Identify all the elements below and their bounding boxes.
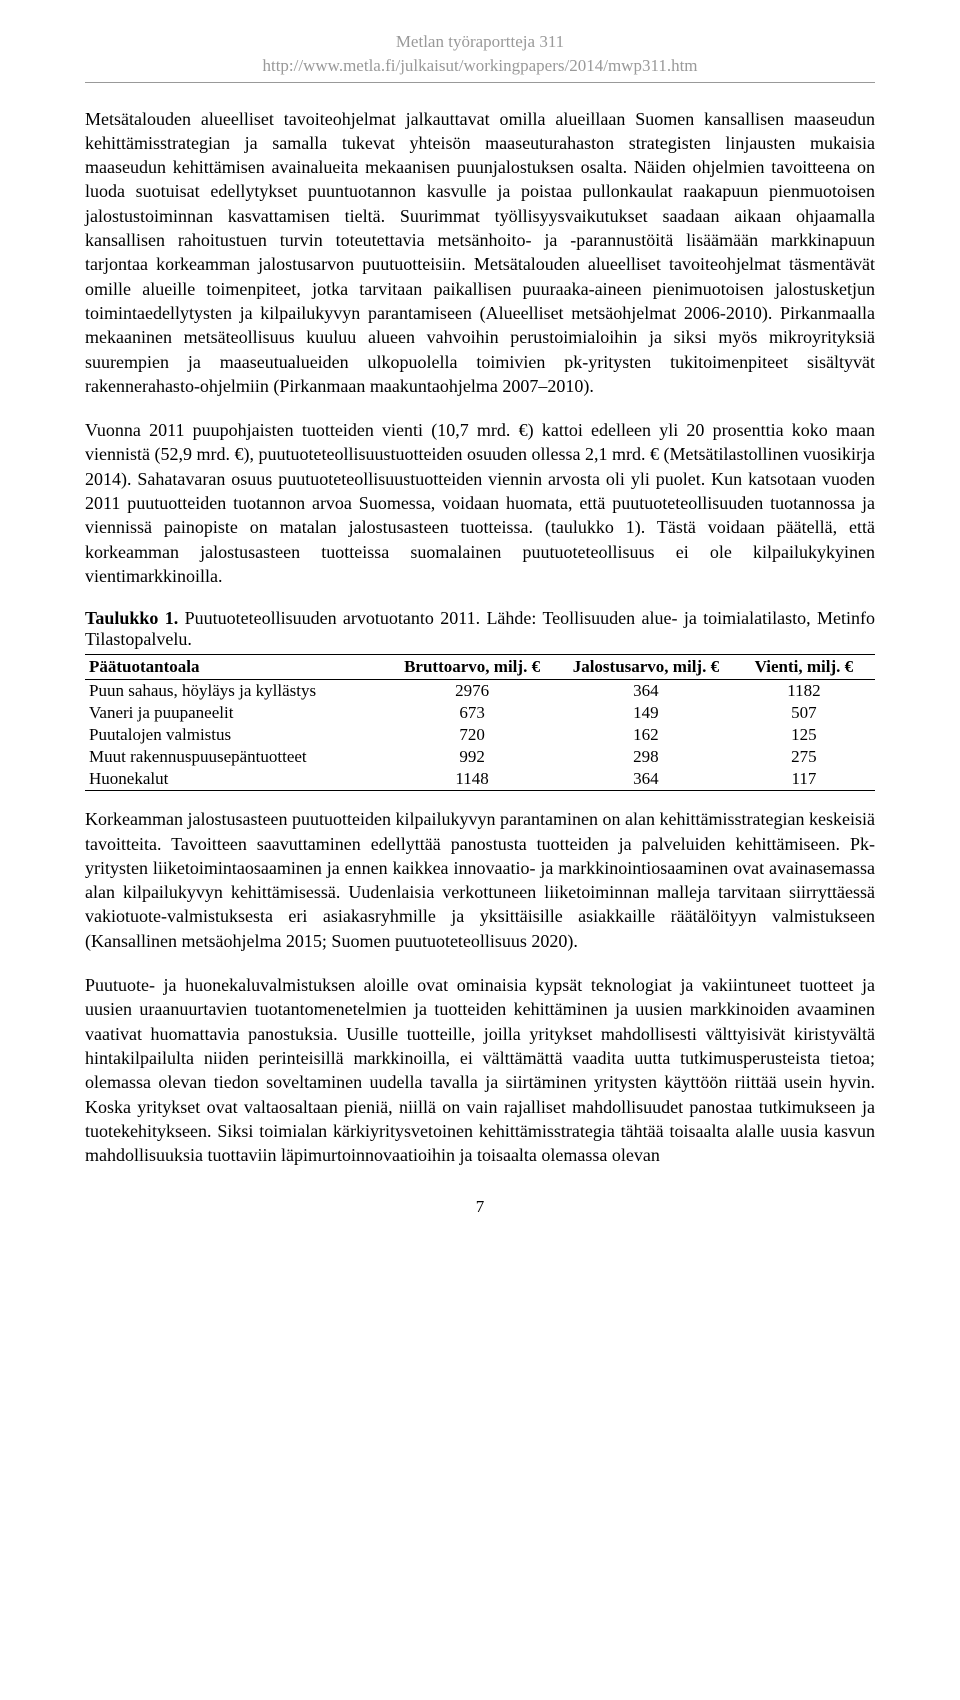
- table-body: Puun sahaus, höyläys ja kyllästys 2976 3…: [85, 680, 875, 791]
- header-divider: [85, 82, 875, 83]
- page-header: Metlan työraportteja 311 http://www.metl…: [85, 30, 875, 78]
- paragraph-4: Puutuote- ja huonekaluvalmistuksen aloil…: [85, 973, 875, 1167]
- header-title: Metlan työraportteja 311: [85, 30, 875, 54]
- th-2: Jalostusarvo, milj. €: [559, 655, 733, 680]
- table-row: Puun sahaus, höyläys ja kyllästys 2976 3…: [85, 680, 875, 703]
- cell: Huonekalut: [85, 768, 385, 791]
- data-table: Päätuotantoala Bruttoarvo, milj. € Jalos…: [85, 654, 875, 791]
- cell: 298: [559, 746, 733, 768]
- cell: Puun sahaus, höyläys ja kyllästys: [85, 680, 385, 703]
- paragraph-1: Metsätalouden alueelliset tavoiteohjelma…: [85, 107, 875, 399]
- table-caption-text: Puutuoteteollisuuden arvotuotanto 2011. …: [85, 608, 875, 649]
- th-3: Vienti, milj. €: [733, 655, 875, 680]
- cell: 364: [559, 768, 733, 791]
- table-row: Puutalojen valmistus 720 162 125: [85, 724, 875, 746]
- th-0: Päätuotantoala: [85, 655, 385, 680]
- paragraph-3: Korkeamman jalostusasteen puutuotteiden …: [85, 807, 875, 953]
- cell: 364: [559, 680, 733, 703]
- table-row: Vaneri ja puupaneelit 673 149 507: [85, 702, 875, 724]
- header-url: http://www.metla.fi/julkaisut/workingpap…: [85, 54, 875, 78]
- paragraph-2: Vuonna 2011 puupohjaisten tuotteiden vie…: [85, 418, 875, 588]
- table-row: Huonekalut 1148 364 117: [85, 768, 875, 791]
- cell: 2976: [385, 680, 559, 703]
- cell: 1148: [385, 768, 559, 791]
- cell: 992: [385, 746, 559, 768]
- cell: Muut rakennuspuusepäntuotteet: [85, 746, 385, 768]
- cell: 275: [733, 746, 875, 768]
- page-number: 7: [85, 1197, 875, 1217]
- cell: 149: [559, 702, 733, 724]
- table-header-row: Päätuotantoala Bruttoarvo, milj. € Jalos…: [85, 655, 875, 680]
- cell: 162: [559, 724, 733, 746]
- cell: 117: [733, 768, 875, 791]
- cell: 673: [385, 702, 559, 724]
- cell: Puutalojen valmistus: [85, 724, 385, 746]
- cell: Vaneri ja puupaneelit: [85, 702, 385, 724]
- cell: 125: [733, 724, 875, 746]
- cell: 720: [385, 724, 559, 746]
- cell: 507: [733, 702, 875, 724]
- table-caption-label: Taulukko 1.: [85, 608, 178, 628]
- table-row: Muut rakennuspuusepäntuotteet 992 298 27…: [85, 746, 875, 768]
- th-1: Bruttoarvo, milj. €: [385, 655, 559, 680]
- document-page: Metlan työraportteja 311 http://www.metl…: [0, 0, 960, 1257]
- cell: 1182: [733, 680, 875, 703]
- table-caption: Taulukko 1. Puutuoteteollisuuden arvotuo…: [85, 608, 875, 650]
